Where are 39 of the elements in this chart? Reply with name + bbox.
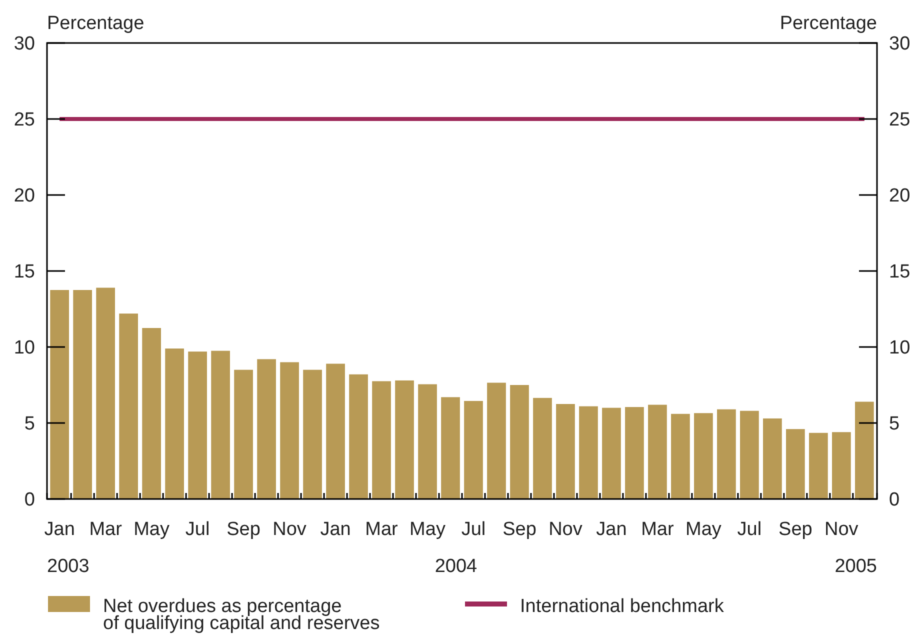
y-tick-label: 0 — [24, 490, 35, 511]
legend-label: International benchmark — [520, 596, 724, 617]
y2-tick-label: 5 — [889, 414, 900, 435]
x-tick-label: Jan — [44, 519, 75, 540]
y-tick-label: 30 — [14, 34, 35, 55]
x-tick-label: Sep — [226, 519, 260, 540]
y-tick-label: 5 — [24, 414, 35, 435]
x-tick-label: Sep — [778, 519, 812, 540]
y2-tick-label: 10 — [889, 338, 910, 359]
x-tick-label: Jul — [737, 519, 762, 540]
y2-tick-label: 30 — [889, 34, 910, 55]
x-tick-label: Nov — [272, 519, 307, 540]
y2-tick-label: 15 — [889, 262, 910, 283]
x-tick-label: Jan — [596, 519, 627, 540]
text: 2003 — [47, 556, 90, 577]
y-tick-label: 25 — [14, 110, 35, 131]
x-tick-label: May — [134, 519, 170, 540]
y-tick-label: 15 — [14, 262, 35, 283]
legend-label: Net overdues as percentage of qualifying capital and reserves — [103, 596, 380, 634]
y2-tick-label: 25 — [889, 110, 910, 131]
x-tick-label: Jul — [185, 519, 210, 540]
y2-tick-label: 20 — [889, 186, 910, 207]
y-tick-label: 20 — [14, 186, 35, 207]
x-tick-label: May — [410, 519, 446, 540]
y2-axis-title: Percentage — [780, 13, 877, 34]
x-tick-label: Nov — [548, 519, 583, 540]
y-axis-title: Percentage — [47, 13, 144, 34]
x-tick-label: Sep — [502, 519, 536, 540]
x-tick-label: Mar — [89, 519, 123, 540]
y2-tick-label: 0 — [889, 490, 900, 511]
text: 2004 — [434, 556, 478, 577]
x-tick-label: May — [686, 519, 722, 540]
x-tick-label: Jul — [461, 519, 486, 540]
text: 2005 — [834, 556, 877, 577]
x-tick-label: Jan — [320, 519, 351, 540]
x-tick-label: Nov — [824, 519, 859, 540]
x-tick-label: Mar — [365, 519, 399, 540]
x-tick-label: Mar — [641, 519, 674, 540]
y-tick-label: 10 — [14, 338, 35, 359]
